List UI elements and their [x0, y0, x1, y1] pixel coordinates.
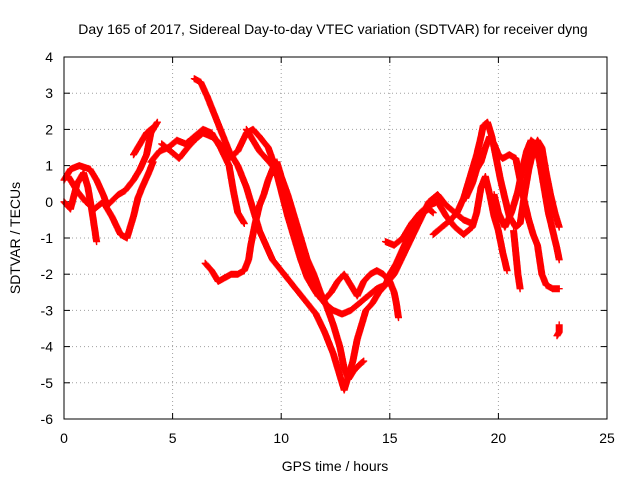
- y-tick-label: 4: [45, 49, 53, 65]
- y-tick-label: 1: [45, 158, 53, 174]
- series-markers: [510, 227, 524, 293]
- series-markers: [490, 136, 563, 264]
- x-axis-label: GPS time / hours: [282, 458, 389, 474]
- x-tick-label: 10: [273, 430, 289, 446]
- chart-title: Day 165 of 2017, Sidereal Day-to-day VTE…: [78, 21, 587, 37]
- y-tick-label: -4: [41, 339, 54, 355]
- series-t13: [490, 136, 563, 264]
- series-markers: [190, 75, 437, 394]
- series-markers: [147, 125, 248, 227]
- series-markers: [130, 122, 159, 159]
- series-t6: [147, 125, 248, 227]
- x-tick-label: 0: [60, 430, 68, 446]
- series-t14: [510, 227, 524, 293]
- y-tick-label: -6: [41, 411, 54, 427]
- series-t4: [130, 122, 159, 159]
- x-tick-label: 20: [491, 430, 507, 446]
- series-t9: [242, 125, 402, 322]
- series-t12: [462, 133, 563, 293]
- y-tick-label: 2: [45, 121, 53, 137]
- series-t15: [553, 321, 563, 340]
- data-points: [60, 75, 563, 394]
- series-t7: [190, 75, 437, 394]
- series-markers: [64, 158, 157, 242]
- y-tick-label: 0: [45, 194, 53, 210]
- series-markers: [242, 125, 402, 322]
- x-tick-label: 15: [382, 430, 398, 446]
- y-axis-label: SDTVAR / TECUs: [7, 182, 23, 294]
- y-tick-label: -1: [41, 230, 54, 246]
- y-tick-label: -3: [41, 302, 54, 318]
- series-markers: [553, 321, 563, 340]
- x-tick-label: 25: [599, 430, 615, 446]
- axis-ticks: 0 5 10 15 20 25 -6 -5 -4 -3 -2 -1 0 1 2 3 4: [41, 49, 615, 446]
- plot-frame: [63, 56, 608, 420]
- series-markers: [462, 133, 563, 293]
- y-tick-label: -2: [41, 266, 54, 282]
- y-tick-label: 3: [45, 85, 53, 101]
- x-tick-label: 5: [169, 430, 177, 446]
- y-tick-label: -5: [41, 375, 54, 391]
- series-t3: [64, 158, 157, 242]
